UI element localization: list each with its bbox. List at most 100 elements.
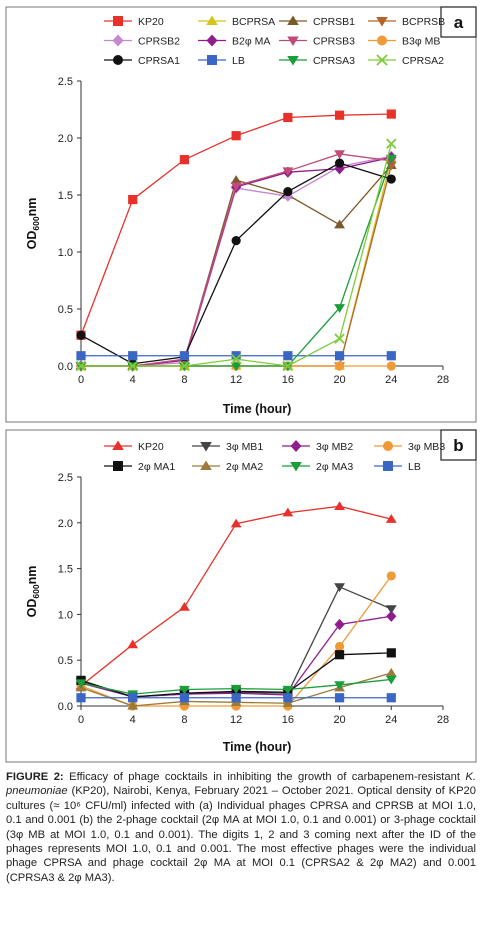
panel-a-y-tick-label: 1.5 bbox=[58, 190, 73, 202]
panel-b-y-axis-title-sub: 600 bbox=[31, 584, 41, 598]
panel-a-legend-item-8-marker bbox=[113, 55, 123, 65]
panel-b-legend-item-4-label: 2φ MA1 bbox=[138, 461, 175, 473]
panel-a-legend-item-3: BCPRSB bbox=[368, 16, 445, 28]
panel-a-y-tick-label: 0.0 bbox=[58, 361, 73, 373]
panel-a-legend-item-11: CPRSA2 bbox=[368, 54, 444, 67]
panel-b-series-0-point bbox=[282, 507, 294, 517]
panel-a-series-10-point bbox=[334, 304, 345, 313]
panel-a-x-tick-label: 28 bbox=[437, 374, 449, 386]
panel-b-series-6-point bbox=[230, 684, 242, 694]
panel-a-x-axis-title: Time (hour) bbox=[223, 402, 292, 416]
panel-b-series-2-point bbox=[334, 618, 345, 631]
panel-a-series-11-point bbox=[179, 360, 190, 372]
panel-b-y-tick-label: 1.5 bbox=[58, 564, 73, 576]
caption-text-2: (KP20), Nairobi, Kenya, February 2021 – … bbox=[6, 785, 476, 884]
panel-b-legend-item-3-marker bbox=[383, 441, 393, 451]
panel-b-series-3-point bbox=[386, 571, 396, 581]
panel-b-x-tick-label: 28 bbox=[437, 714, 449, 726]
panel-a-series-11-point bbox=[282, 360, 294, 372]
panel-b-frame bbox=[5, 429, 477, 763]
panel-a-legend-item-4: CPRSB2 bbox=[104, 34, 180, 48]
panel-a-label-box bbox=[440, 6, 477, 38]
panel-b-series-5-point bbox=[127, 700, 139, 710]
panel-b-legend-item-0-label: KP20 bbox=[138, 441, 164, 453]
panel-a-series-2-line bbox=[81, 164, 392, 367]
panel-a-series-7-point bbox=[334, 361, 345, 371]
panel-a-series-2-point bbox=[230, 175, 242, 184]
panel-b-series-7-point bbox=[76, 693, 86, 703]
panel-b-series-3-point bbox=[334, 641, 345, 652]
panel-a-x-tick-label: 0 bbox=[78, 374, 84, 386]
panel-a-legend-item-0-label: KP20 bbox=[138, 16, 164, 28]
panel-a-x-tick-label: 4 bbox=[130, 374, 136, 386]
panel-a-series-9 bbox=[76, 351, 396, 361]
panel-a-y-axis-title-main: OD bbox=[25, 231, 39, 250]
panel-a-x-tick-label: 16 bbox=[282, 374, 294, 386]
panel-a-legend-item-4-label: CPRSB2 bbox=[138, 36, 180, 48]
panel-b-legend-item-1-label: 3φ MB1 bbox=[226, 441, 263, 453]
panel-b-legend-item-2: 3φ MB2 bbox=[282, 440, 353, 453]
panel-a-series-11-point bbox=[230, 353, 242, 365]
panel-b-series-7-point bbox=[179, 693, 190, 703]
panel-a-legend-item-5: B2φ MA bbox=[198, 34, 270, 48]
panel-a-y-axis-title-sub: 600 bbox=[31, 216, 41, 230]
panel-b-series-0-point bbox=[385, 514, 397, 523]
panel-a-series-7-point bbox=[386, 361, 396, 371]
panel-a-series-10-point bbox=[385, 154, 397, 164]
panel-b-series-5-point bbox=[282, 698, 294, 707]
panel-a-legend-item-10: CPRSA3 bbox=[279, 55, 355, 67]
panel-a-legend-item-9-label: LB bbox=[232, 55, 245, 67]
panel-a-series-11 bbox=[75, 138, 397, 372]
panel-b-legend-item-4: 2φ MA1 bbox=[104, 461, 175, 473]
panel-b-series-5-point bbox=[385, 667, 397, 677]
panel-a-legend-item-11-marker bbox=[376, 54, 388, 66]
panel-a-legend-item-9: LB bbox=[198, 55, 245, 67]
panel-b-x-tick-label: 24 bbox=[385, 714, 397, 726]
panel-b-x-tick-label: 8 bbox=[181, 714, 187, 726]
panel-a-series-11-point bbox=[334, 333, 345, 344]
panel-b-legend-item-1: 3φ MB1 bbox=[192, 441, 263, 453]
panel-b-series-0-point bbox=[127, 639, 139, 649]
panel-b-y-tick-label: 2.5 bbox=[58, 472, 73, 484]
panel-a-legend: KP20 BCPRSA CPRSB1 BCPRSB CPRSB2 B2φ MA CPRSB3… bbox=[104, 15, 445, 67]
panel-a-y-axis-title: OD600nm bbox=[25, 198, 41, 250]
panel-a-series-6-point bbox=[230, 182, 242, 191]
panel-a-legend-item-3-marker bbox=[376, 17, 388, 27]
panel-a-legend-item-11-label: CPRSA2 bbox=[402, 55, 444, 67]
panel-a-series-6-point bbox=[282, 167, 294, 177]
panel-a-series-9-point bbox=[179, 351, 190, 361]
panel-b-x-tick-label: 4 bbox=[130, 714, 136, 726]
panel-b-legend-item-4-marker bbox=[113, 461, 123, 471]
panel-b-y-tick-label: 2.0 bbox=[58, 518, 73, 530]
panel-a-series-9-point bbox=[231, 351, 241, 361]
panel-a-x-tick-label: 24 bbox=[385, 374, 397, 386]
panel-a-series-0-point bbox=[386, 109, 396, 119]
panel-b-legend-item-2-label: 3φ MB2 bbox=[316, 441, 353, 453]
panel-a-frame bbox=[5, 6, 477, 423]
panel-b-y-tick-label: 1.0 bbox=[58, 609, 73, 621]
panel-a-legend-item-2: CPRSB1 bbox=[279, 15, 355, 28]
panel-b-legend-item-6: 2φ MA3 bbox=[282, 461, 353, 473]
caption-text-1: Efficacy of phage cocktails in inhibitin… bbox=[63, 771, 466, 783]
panel-b-series-0-point bbox=[334, 501, 345, 510]
panel-b-series-6-point bbox=[385, 675, 397, 685]
panel-a-series-9-point bbox=[283, 351, 293, 361]
panel-a-series-0-point bbox=[334, 110, 345, 120]
panel-a-legend-item-5-label: B2φ MA bbox=[232, 36, 270, 48]
panel-b-y-tick-label: 0.5 bbox=[58, 655, 73, 667]
panel-b-legend-item-5-label: 2φ MA2 bbox=[226, 461, 263, 473]
panel-a-series-0-point bbox=[179, 155, 190, 165]
caption-label: FIGURE 2: bbox=[6, 771, 64, 783]
panel-b-series-4-point bbox=[334, 650, 345, 660]
panel-b-x-tick-label: 20 bbox=[333, 714, 345, 726]
panel-b-legend-item-5-marker bbox=[200, 460, 212, 470]
panel-a-series-8-point bbox=[283, 186, 293, 197]
panel-b-series-4-point bbox=[386, 648, 396, 658]
panel-a-legend-item-8-label: CPRSA1 bbox=[138, 55, 180, 67]
panel-b-x-axis-title: Time (hour) bbox=[223, 740, 292, 754]
panel-a-legend-item-0-marker bbox=[113, 16, 123, 26]
panel-a-x-tick-label: 12 bbox=[230, 374, 242, 386]
panel-a-legend-item-10-marker bbox=[287, 56, 299, 66]
panel-a-series-0-point bbox=[283, 112, 293, 123]
panel-a-series-8-point bbox=[76, 330, 86, 340]
